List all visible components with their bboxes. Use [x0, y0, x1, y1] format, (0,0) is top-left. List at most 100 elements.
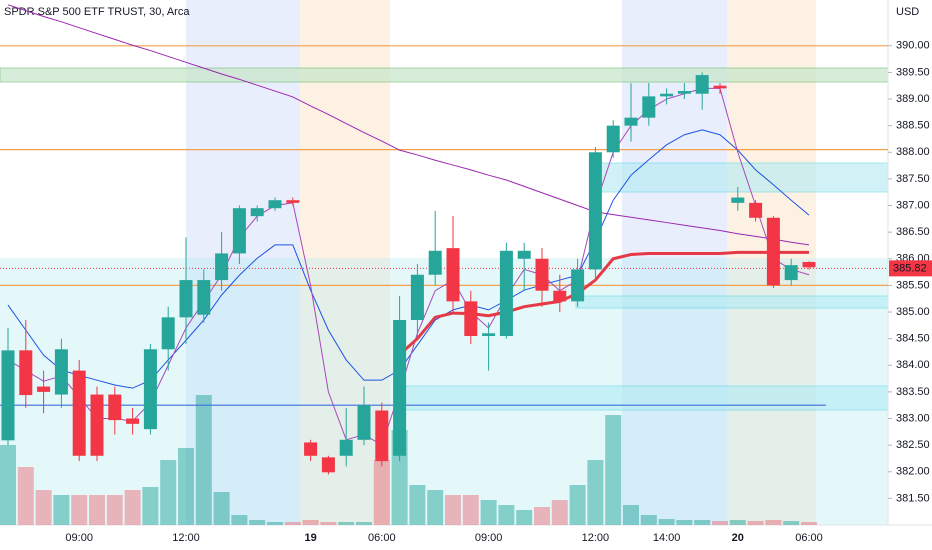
volume-bar [729, 520, 746, 525]
candle-body [749, 202, 763, 218]
candle-body [1, 350, 15, 441]
volume-bar [284, 522, 301, 525]
candle-body [446, 248, 460, 302]
y-tick-label: 385.50 [896, 279, 930, 291]
volume-bar [587, 460, 604, 525]
candle-body [161, 317, 175, 350]
candle-body [499, 250, 513, 336]
x-tick-label: 09:00 [475, 532, 503, 544]
x-tick-label: 06:00 [368, 532, 396, 544]
candle-body [606, 125, 620, 153]
candle-body [482, 333, 496, 336]
volume-bar [712, 521, 728, 525]
x-tick-label: 20 [732, 532, 744, 544]
volume-bar [480, 500, 497, 525]
candle-body [286, 200, 300, 203]
volume-bar [35, 490, 52, 525]
currency: USD [896, 6, 919, 18]
candle-body [357, 405, 371, 440]
candle-body [375, 410, 389, 462]
y-tick-label: 385.00 [896, 306, 930, 318]
zone [0, 67, 889, 83]
volume-bar [17, 467, 34, 525]
candle-body [108, 394, 122, 421]
x-tick-label: 12:00 [172, 532, 200, 544]
volume-bar [267, 522, 283, 525]
x-tick-label: 19 [304, 532, 316, 544]
y-tick-label: 384.00 [896, 359, 930, 371]
volume-bar [676, 520, 693, 525]
x-tick-label: 06:00 [795, 532, 823, 544]
volume-bar [569, 485, 586, 525]
x-tick-label: 14:00 [653, 532, 681, 544]
candle-body [677, 91, 691, 94]
candle-body [321, 457, 335, 473]
candle-body [731, 197, 745, 203]
volume-bar [658, 519, 675, 525]
volume-bar [462, 495, 479, 525]
volume-bar [427, 490, 444, 525]
volume-bar [747, 521, 764, 525]
volume-bar [516, 510, 533, 525]
session-band [622, 0, 727, 525]
candle-body [197, 280, 211, 315]
volume-bar [160, 460, 177, 525]
volume-bar [195, 395, 212, 525]
candle-body [713, 85, 727, 89]
volume [0, 395, 817, 525]
candle-body [766, 217, 780, 286]
volume-bar [783, 521, 800, 525]
candle-body [179, 280, 193, 318]
candle-body [535, 258, 549, 291]
indicator-line [7, 129, 810, 389]
volume-bar [338, 522, 355, 525]
y-tick-label: 387.00 [896, 199, 930, 211]
candle-body [393, 320, 407, 456]
candle-body [642, 96, 656, 118]
candle-body [588, 152, 602, 270]
candle-body [517, 250, 531, 259]
candle-body [215, 253, 229, 281]
volume-bar [551, 500, 568, 525]
candle-body [784, 265, 798, 281]
candle-body [90, 394, 104, 456]
volume-bar [765, 520, 782, 525]
volume-bar [373, 460, 390, 525]
candle-body [410, 274, 424, 321]
last-price-box [889, 260, 932, 277]
y-tick-label: 388.00 [896, 146, 930, 158]
candle-body [37, 386, 51, 392]
volume-bar [178, 448, 194, 525]
candle-body [802, 261, 816, 268]
volume-bar [71, 495, 88, 525]
y-tick-label: 381.50 [896, 492, 930, 504]
candle-body [428, 250, 442, 275]
x-tick-label: 12:00 [582, 532, 610, 544]
candle-body [54, 349, 68, 395]
candle-body [624, 117, 638, 126]
indicator-line [7, 87, 810, 446]
y-tick-label: 387.50 [896, 173, 930, 185]
candle-body [268, 200, 282, 209]
zone [575, 295, 889, 309]
volume-bar [0, 445, 16, 525]
volume-bar [320, 522, 337, 525]
volume-bar [249, 520, 266, 525]
volume-bar [445, 495, 461, 525]
zone [399, 385, 889, 411]
y-tick-label: 390.00 [896, 40, 930, 52]
volume-bar [694, 520, 711, 525]
indicator-line [7, 4, 810, 246]
candle-body [232, 208, 246, 254]
last-price-label: 385.82 [893, 262, 927, 274]
x-tick-label: 09:00 [65, 532, 93, 544]
volume-bar [53, 495, 70, 525]
y-tick-label: 382.00 [896, 466, 930, 478]
sessions [0, 0, 889, 525]
volume-bar [231, 515, 248, 525]
volume-bar [302, 520, 319, 525]
volume-bar [106, 495, 123, 525]
volume-bar [213, 492, 230, 525]
candle-body [143, 349, 157, 430]
